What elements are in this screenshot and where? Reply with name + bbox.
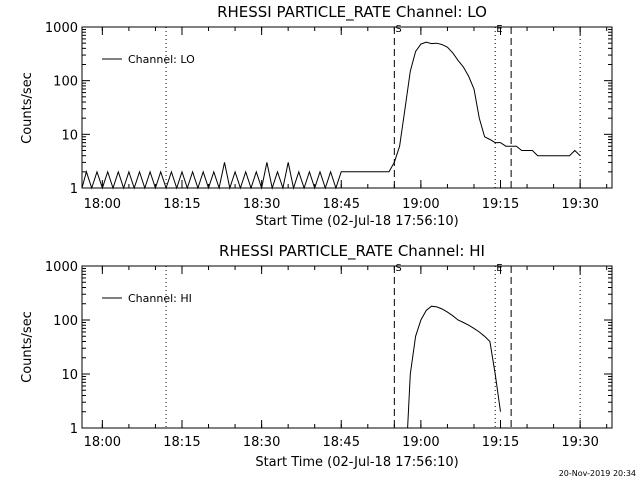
series-line-channel-hi xyxy=(407,305,501,429)
event-marker-label: E xyxy=(496,24,502,35)
x-tick-label: 19:15 xyxy=(482,435,519,450)
x-tick-label: 18:45 xyxy=(323,435,360,450)
x-axis-label: Start Time (02-Jul-18 17:56:10) xyxy=(255,214,458,229)
x-tick-label: 18:00 xyxy=(84,435,121,450)
plot-frame xyxy=(81,265,613,429)
plot-frame xyxy=(81,26,613,189)
y-tick-label: 1000 xyxy=(45,260,78,275)
x-tick-label: 18:15 xyxy=(163,435,200,450)
x-tick-label: 19:30 xyxy=(561,197,598,212)
y-tick-label: 1000 xyxy=(45,21,78,36)
x-tick-label: 18:30 xyxy=(243,435,280,450)
x-tick-label: 18:15 xyxy=(163,197,200,212)
y-tick-label: 10 xyxy=(61,128,78,143)
event-marker-label: S xyxy=(395,263,401,274)
footer-timestamp: 20-Nov-2019 20:34 xyxy=(559,469,636,478)
x-tick-label: 19:15 xyxy=(482,197,519,212)
event-marker-label: S xyxy=(395,24,401,35)
x-tick-label: 19:00 xyxy=(402,197,439,212)
x-tick-label: 19:00 xyxy=(402,435,439,450)
y-tick-label: 10 xyxy=(61,368,78,383)
x-tick-label: 18:30 xyxy=(243,197,280,212)
y-tick-label: 1 xyxy=(70,182,78,197)
x-axis-label: Start Time (02-Jul-18 17:56:10) xyxy=(255,455,458,470)
event-marker-label: E xyxy=(496,263,502,274)
x-tick-label: 18:00 xyxy=(84,197,121,212)
y-axis-label: Counts/sec xyxy=(20,311,35,383)
y-axis-label: Counts/sec xyxy=(20,72,35,144)
x-tick-label: 19:30 xyxy=(561,435,598,450)
y-tick-label: 1 xyxy=(70,422,78,437)
chart-title: RHESSI PARTICLE_RATE Channel: HI xyxy=(219,242,485,261)
legend-label: Channel: HI xyxy=(128,292,192,305)
series-line-channel-lo xyxy=(81,41,581,190)
y-tick-label: 100 xyxy=(53,75,78,90)
y-tick-label: 100 xyxy=(53,314,78,329)
x-tick-label: 18:45 xyxy=(323,197,360,212)
legend-label: Channel: LO xyxy=(128,53,195,66)
chart-title: RHESSI PARTICLE_RATE Channel: LO xyxy=(217,3,487,22)
